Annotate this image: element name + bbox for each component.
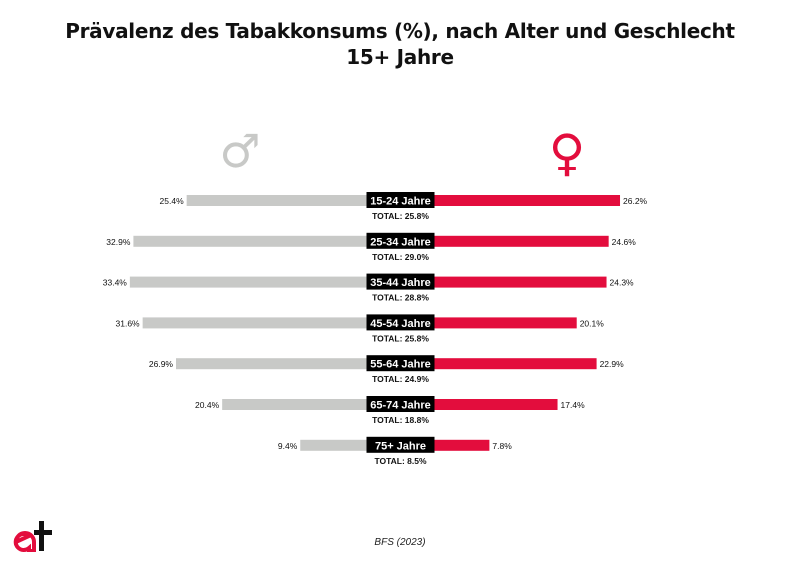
total-label: TOTAL: 25.8%: [372, 211, 429, 221]
data-label-female: 24.6%: [612, 237, 637, 247]
category-label-box: [366, 355, 435, 372]
data-label-female: 24.3%: [610, 278, 635, 288]
data-label-female: 26.2%: [623, 196, 648, 206]
bar-male: [222, 399, 367, 410]
female-symbol-icon: ♀: [549, 124, 586, 182]
chart-title-line2: 15+ Jahre: [346, 45, 454, 69]
total-label: TOTAL: 24.9%: [372, 374, 429, 384]
data-label-male: 26.9%: [149, 359, 174, 369]
category-label: 35-44 Jahre: [370, 277, 431, 289]
data-label-female: 17.4%: [561, 400, 586, 410]
data-label-male: 31.6%: [116, 318, 141, 328]
bar-female: [434, 439, 490, 451]
logo-t-bar: [34, 530, 52, 535]
bar-male: [186, 195, 367, 206]
male-symbol-icon: ♂: [219, 124, 260, 178]
total-label: TOTAL: 8.5%: [374, 456, 427, 466]
logo-a-shape: [13, 531, 36, 552]
total-label: TOTAL: 25.8%: [372, 333, 429, 343]
category-label: 55-64 Jahre: [370, 359, 431, 371]
category-label-box: [366, 273, 435, 290]
data-label-female: 22.9%: [600, 359, 625, 369]
category-label: 25-34 Jahre: [370, 236, 431, 248]
bar-female: [434, 195, 621, 206]
bar-female: [434, 235, 609, 247]
data-label-male: 25.4%: [160, 196, 185, 206]
bar-female: [434, 317, 577, 329]
bar-male: [129, 276, 367, 288]
total-label: TOTAL: 28.8%: [372, 293, 429, 303]
chart-title: Prävalenz des Tabakkonsums (%), nach Alt…: [0, 18, 800, 70]
data-label-female: 7.8%: [492, 441, 512, 451]
bar-male: [142, 317, 367, 329]
bar-female: [434, 276, 607, 288]
bar-male: [133, 235, 367, 247]
category-label-box: [366, 232, 435, 249]
chart-title-line1: Prävalenz des Tabakkonsums (%), nach Alt…: [65, 19, 735, 43]
logo-t-stem: [39, 521, 44, 551]
category-label-box: [366, 436, 435, 453]
category-label-box: [366, 396, 435, 412]
data-label-female: 20.1%: [580, 318, 605, 328]
category-label: 45-54 Jahre: [370, 318, 431, 330]
brand-logo: [13, 521, 52, 552]
data-label-male: 20.4%: [195, 400, 220, 410]
category-label: 15-24 Jahre: [370, 196, 431, 208]
total-label: TOTAL: 29.0%: [372, 252, 429, 262]
data-label-male: 32.9%: [106, 237, 131, 247]
bar-male: [176, 358, 367, 370]
data-label-male: 33.4%: [103, 278, 128, 288]
category-label: 65-74 Jahre: [370, 400, 431, 412]
category-label-box: [366, 314, 435, 331]
source-note: BFS (2023): [374, 537, 426, 548]
category-label-box: [366, 192, 435, 208]
bar-female: [434, 358, 597, 370]
total-label: TOTAL: 18.8%: [372, 415, 429, 425]
data-label-male: 9.4%: [278, 441, 298, 451]
bar-male: [300, 439, 367, 451]
bar-female: [434, 399, 558, 410]
category-label: 75+ Jahre: [375, 440, 426, 452]
